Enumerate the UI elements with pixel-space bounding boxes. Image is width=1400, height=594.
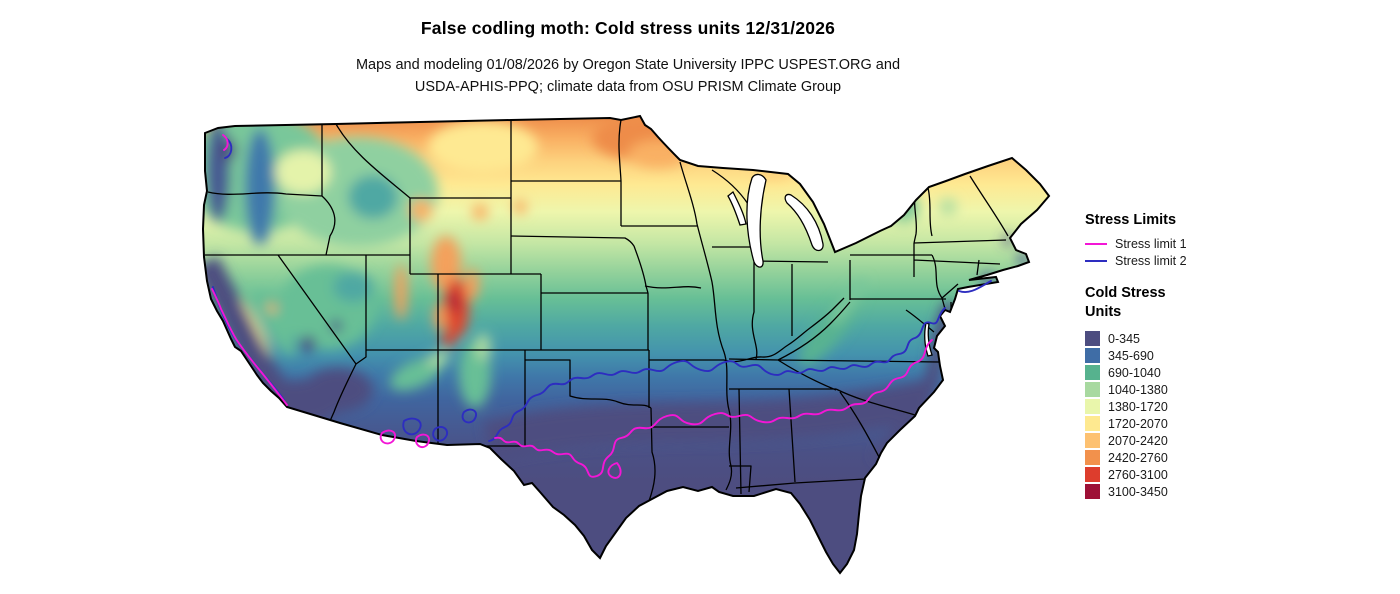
stress-limit-1-legend-item: Stress limit 1 xyxy=(1085,235,1375,252)
class-swatch xyxy=(1085,416,1100,431)
legend-class-row: 2070-2420 xyxy=(1085,432,1375,449)
credits-line-1: Maps and modeling 01/08/2026 by Oregon S… xyxy=(355,57,901,73)
class-swatch xyxy=(1085,433,1100,448)
legend-class-row: 1040-1380 xyxy=(1085,381,1375,398)
stress-limit-1-line xyxy=(211,134,933,479)
class-label: 345-690 xyxy=(1108,348,1154,363)
cold-stress-title-line-2: Units xyxy=(1085,304,1122,320)
class-label: 0-345 xyxy=(1108,331,1140,346)
lake-michigan xyxy=(746,173,767,268)
us-cold-stress-map xyxy=(188,112,1068,588)
class-swatch xyxy=(1085,467,1100,482)
cold-stress-legend-title: Cold Stress Units xyxy=(1085,284,1375,322)
class-swatch xyxy=(1085,399,1100,414)
stress-limit-1-label: Stress limit 1 xyxy=(1115,236,1187,251)
legend-class-row: 345-690 xyxy=(1085,347,1375,364)
class-label: 1040-1380 xyxy=(1108,382,1168,397)
us-map-svg xyxy=(202,115,1050,574)
figure-credits: Maps and modeling 01/08/2026 by Oregon S… xyxy=(0,54,1256,98)
class-swatch xyxy=(1085,365,1100,380)
legend-class-row: 1720-2070 xyxy=(1085,415,1375,432)
legend-class-row: 2760-3100 xyxy=(1085,466,1375,483)
stress-limit-2-legend-item: Stress limit 2 xyxy=(1085,252,1375,269)
class-label: 3100-3450 xyxy=(1108,484,1168,499)
figure-title: False codling moth: Cold stress units 12… xyxy=(420,18,836,38)
class-label: 2070-2420 xyxy=(1108,433,1168,448)
stress-limit-2-label: Stress limit 2 xyxy=(1115,253,1187,268)
class-swatch xyxy=(1085,348,1100,363)
class-label: 1720-2070 xyxy=(1108,416,1168,431)
legend-class-row: 0-345 xyxy=(1085,330,1375,347)
credits-line-2: USDA-APHIS-PPQ; climate data from OSU PR… xyxy=(414,79,842,95)
stress-limits-legend-title: Stress Limits xyxy=(1085,212,1177,228)
great-lakes xyxy=(727,173,933,357)
stress-limit-1-line-sample xyxy=(1085,242,1107,245)
legend-class-row: 3100-3450 xyxy=(1085,483,1375,500)
lake-huron xyxy=(784,193,824,252)
legend-class-row: 690-1040 xyxy=(1085,364,1375,381)
legend-class-row: 2420-2760 xyxy=(1085,449,1375,466)
class-swatch xyxy=(1085,382,1100,397)
class-label: 2760-3100 xyxy=(1108,467,1168,482)
legend-class-row: 1380-1720 xyxy=(1085,398,1375,415)
stress-limit-2-line-sample xyxy=(1085,259,1107,262)
class-label: 2420-2760 xyxy=(1108,450,1168,465)
cold-stress-title-line-1: Cold Stress xyxy=(1085,285,1166,301)
class-swatch xyxy=(1085,331,1100,346)
green-bay xyxy=(727,190,747,226)
class-label: 1380-1720 xyxy=(1108,399,1168,414)
legend-panel: Stress Limits Stress limit 1 Stress limi… xyxy=(1085,212,1375,500)
class-label: 690-1040 xyxy=(1108,365,1161,380)
class-swatch xyxy=(1085,484,1100,499)
class-swatch xyxy=(1085,450,1100,465)
